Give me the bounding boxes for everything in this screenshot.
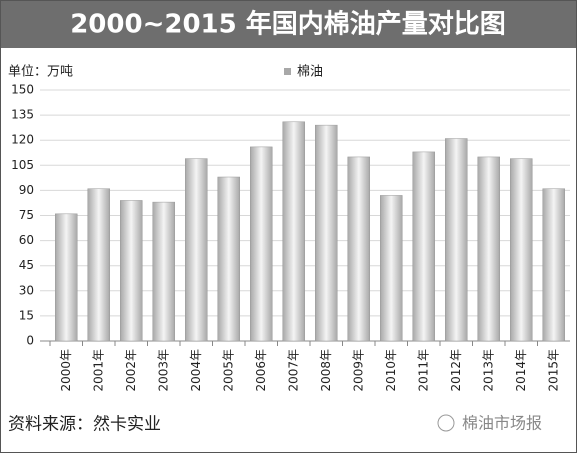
x-tick-label: 2015年 — [546, 349, 560, 392]
bar — [152, 201, 175, 342]
bar — [55, 213, 78, 342]
chart-title: 2000~2015 年国内棉油产量对比图 — [70, 9, 506, 40]
x-tick-label: 2000年 — [59, 349, 73, 392]
bar — [185, 158, 208, 342]
y-tick-label: 45 — [19, 258, 34, 272]
source: 资料来源：然卡实业 — [8, 415, 161, 435]
x-tick-label: 2003年 — [156, 349, 170, 392]
bar — [282, 121, 305, 342]
y-tick-label: 135 — [11, 108, 34, 122]
unit-label: 单位：万吨 — [8, 65, 73, 80]
bar — [477, 156, 500, 342]
y-tick-label: 60 — [19, 233, 34, 247]
watermark: 棉油市场报 — [462, 414, 542, 433]
bar — [315, 124, 338, 342]
x-tick-label: 2004年 — [189, 349, 203, 392]
legend-label: 棉油 — [297, 65, 323, 80]
x-tick-label: 2009年 — [351, 349, 365, 392]
title-bar — [1, 1, 576, 48]
bar — [347, 156, 370, 342]
x-tick-label: 2014年 — [514, 349, 528, 392]
x-tick-label: 2012年 — [449, 349, 463, 392]
x-tick-label: 2005年 — [221, 349, 235, 392]
bar — [120, 200, 143, 342]
y-tick-label: 90 — [19, 183, 34, 197]
x-tick-label: 2011年 — [416, 349, 430, 392]
wechat-icon — [437, 414, 455, 432]
bar — [250, 146, 273, 342]
bar — [380, 195, 403, 342]
y-tick-label: 0 — [26, 334, 34, 348]
x-tick-label: 2007年 — [286, 349, 300, 392]
x-tick-label: 2013年 — [481, 349, 495, 392]
x-tick-label: 2002年 — [124, 349, 138, 392]
bar — [87, 188, 110, 342]
y-tick-label: 30 — [19, 283, 34, 297]
y-tick-label: 15 — [19, 308, 34, 322]
bar — [217, 176, 240, 342]
y-tick-label: 150 — [11, 83, 34, 97]
bar — [510, 158, 533, 342]
x-tick-label: 2008年 — [319, 349, 333, 392]
x-tick-label: 2006年 — [254, 349, 268, 392]
x-tick-label: 2001年 — [91, 349, 105, 392]
bar — [542, 188, 565, 342]
y-tick-label: 120 — [11, 133, 34, 147]
y-tick-label: 105 — [11, 158, 34, 172]
legend-swatch — [284, 68, 291, 75]
y-tick-label: 75 — [19, 208, 34, 222]
bar — [412, 151, 435, 342]
x-tick-label: 2010年 — [384, 349, 398, 392]
bar — [445, 138, 468, 342]
